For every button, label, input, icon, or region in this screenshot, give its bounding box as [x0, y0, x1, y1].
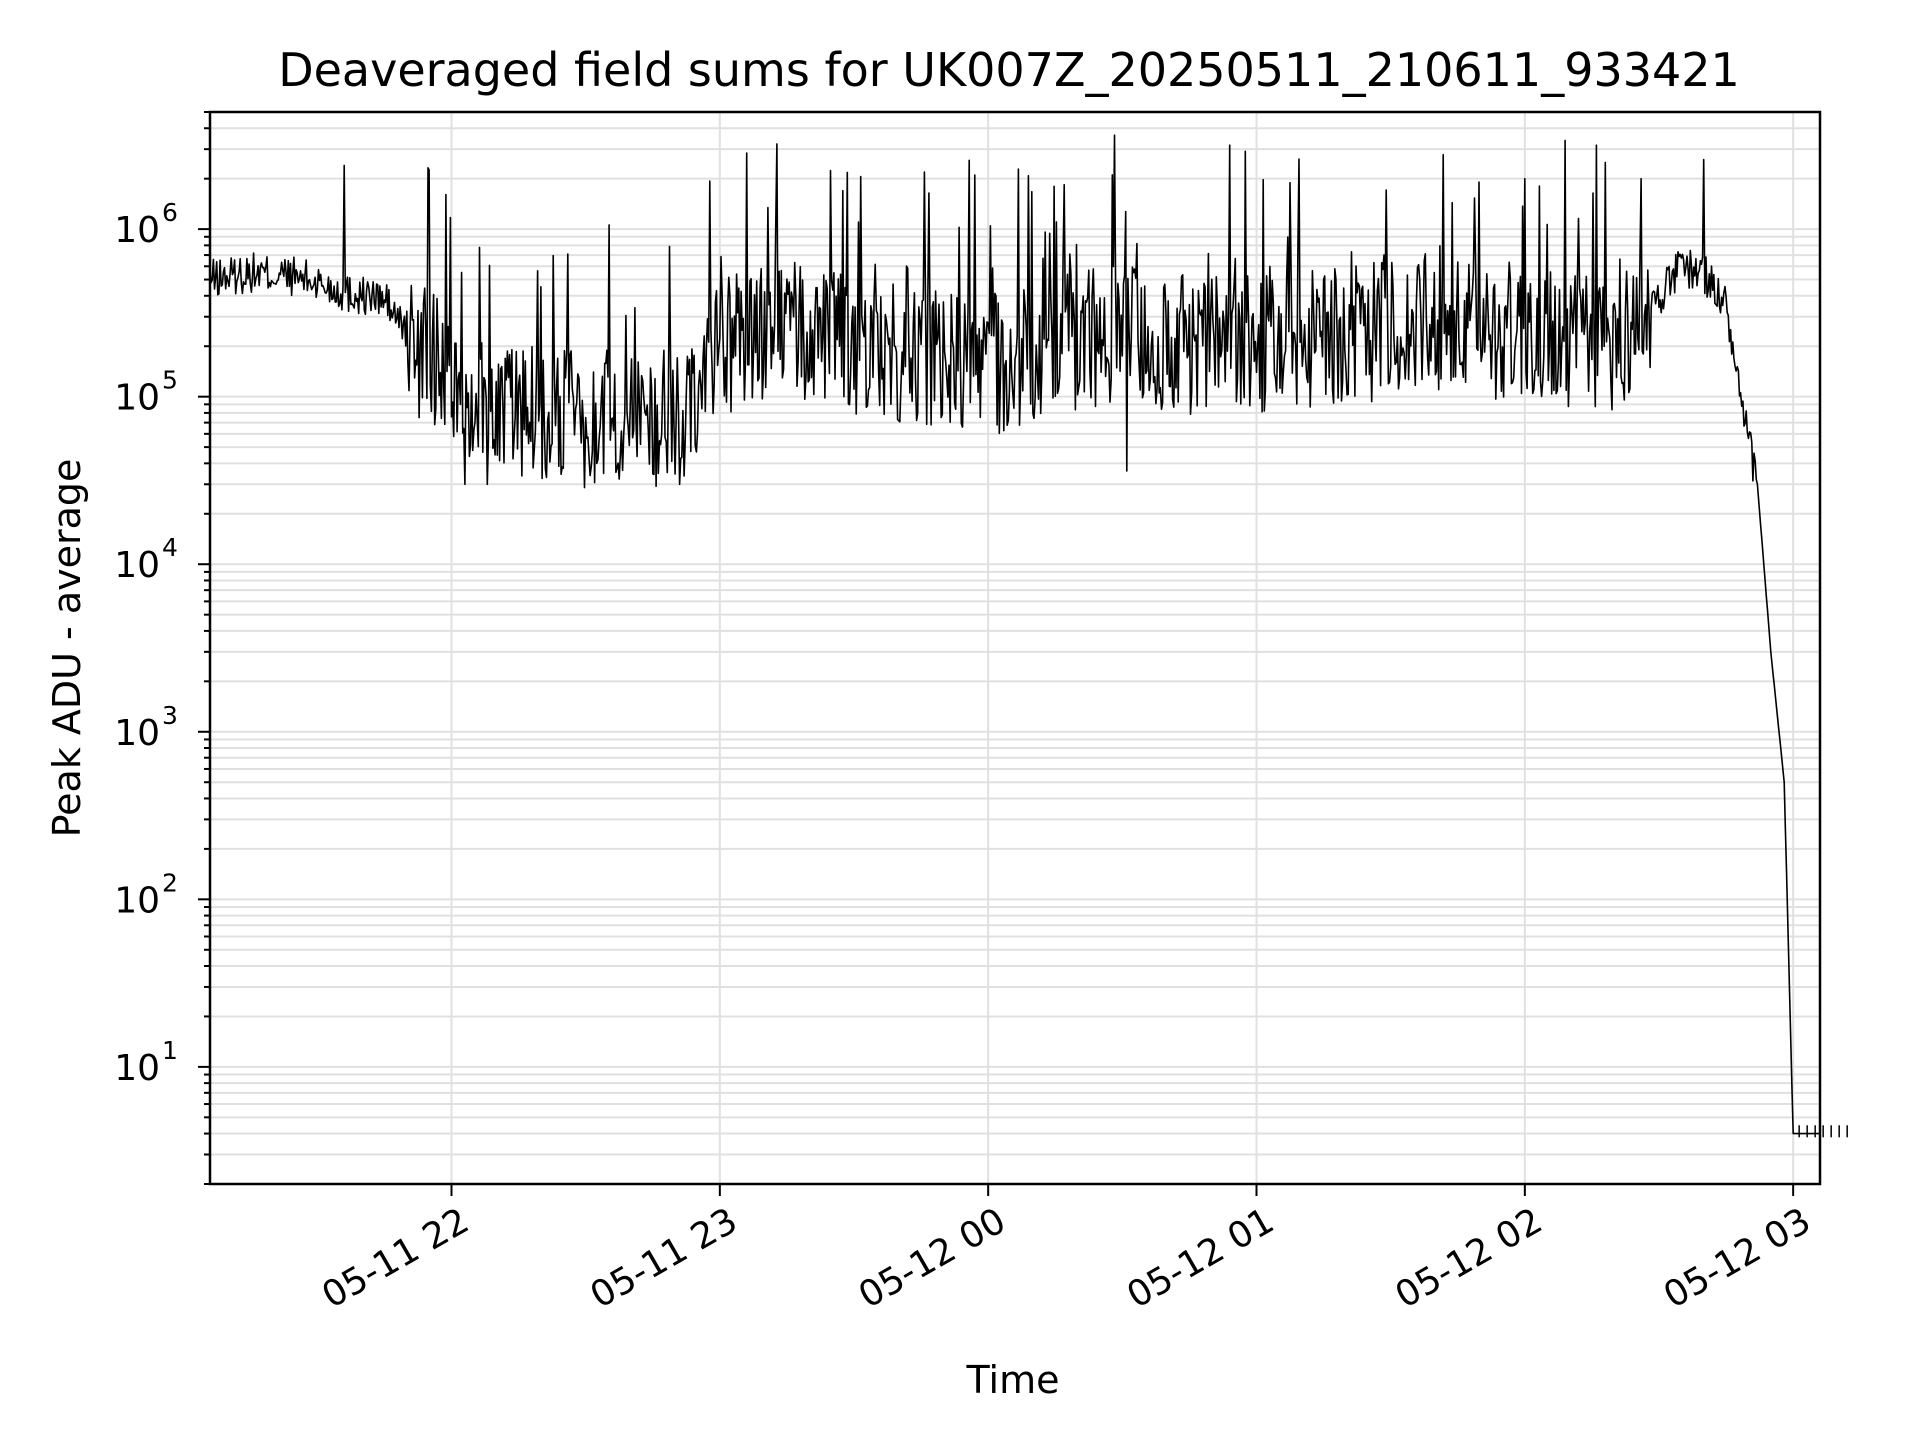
x-tick-label: 05-11 22 [315, 1200, 476, 1316]
x-tick-label: 05-12 00 [852, 1200, 1013, 1316]
y-tick-label: 10 [114, 210, 160, 251]
x-tick-label: 05-11 23 [584, 1200, 745, 1316]
x-axis-label: Time [966, 1358, 1060, 1402]
y-tick-label: 10 [114, 713, 160, 754]
series-line [209, 134, 1820, 1135]
y-tick-label: 10 [114, 1048, 160, 1089]
y-tick-label: 10 [114, 880, 160, 921]
plot-frame [208, 110, 1822, 1186]
y-tick-exponent: 2 [162, 868, 178, 897]
x-tick-label: 05-12 01 [1120, 1200, 1281, 1316]
y-tick-exponent: 5 [162, 366, 178, 395]
y-tick-exponent: 4 [162, 533, 178, 562]
x-tick-label: 05-12 03 [1657, 1200, 1818, 1316]
y-tick-label: 10 [114, 378, 160, 419]
chart-title: Deaveraged field sums for UK007Z_2025051… [278, 43, 1740, 97]
x-tick-label: 05-12 02 [1389, 1200, 1550, 1316]
y-tick-label: 10 [114, 545, 160, 586]
y-tick-exponent: 6 [162, 198, 178, 227]
y-axis-label: Peak ADU - average [45, 459, 89, 838]
y-tick-exponent: 1 [162, 1036, 178, 1065]
y-tick-exponent: 3 [162, 701, 178, 730]
